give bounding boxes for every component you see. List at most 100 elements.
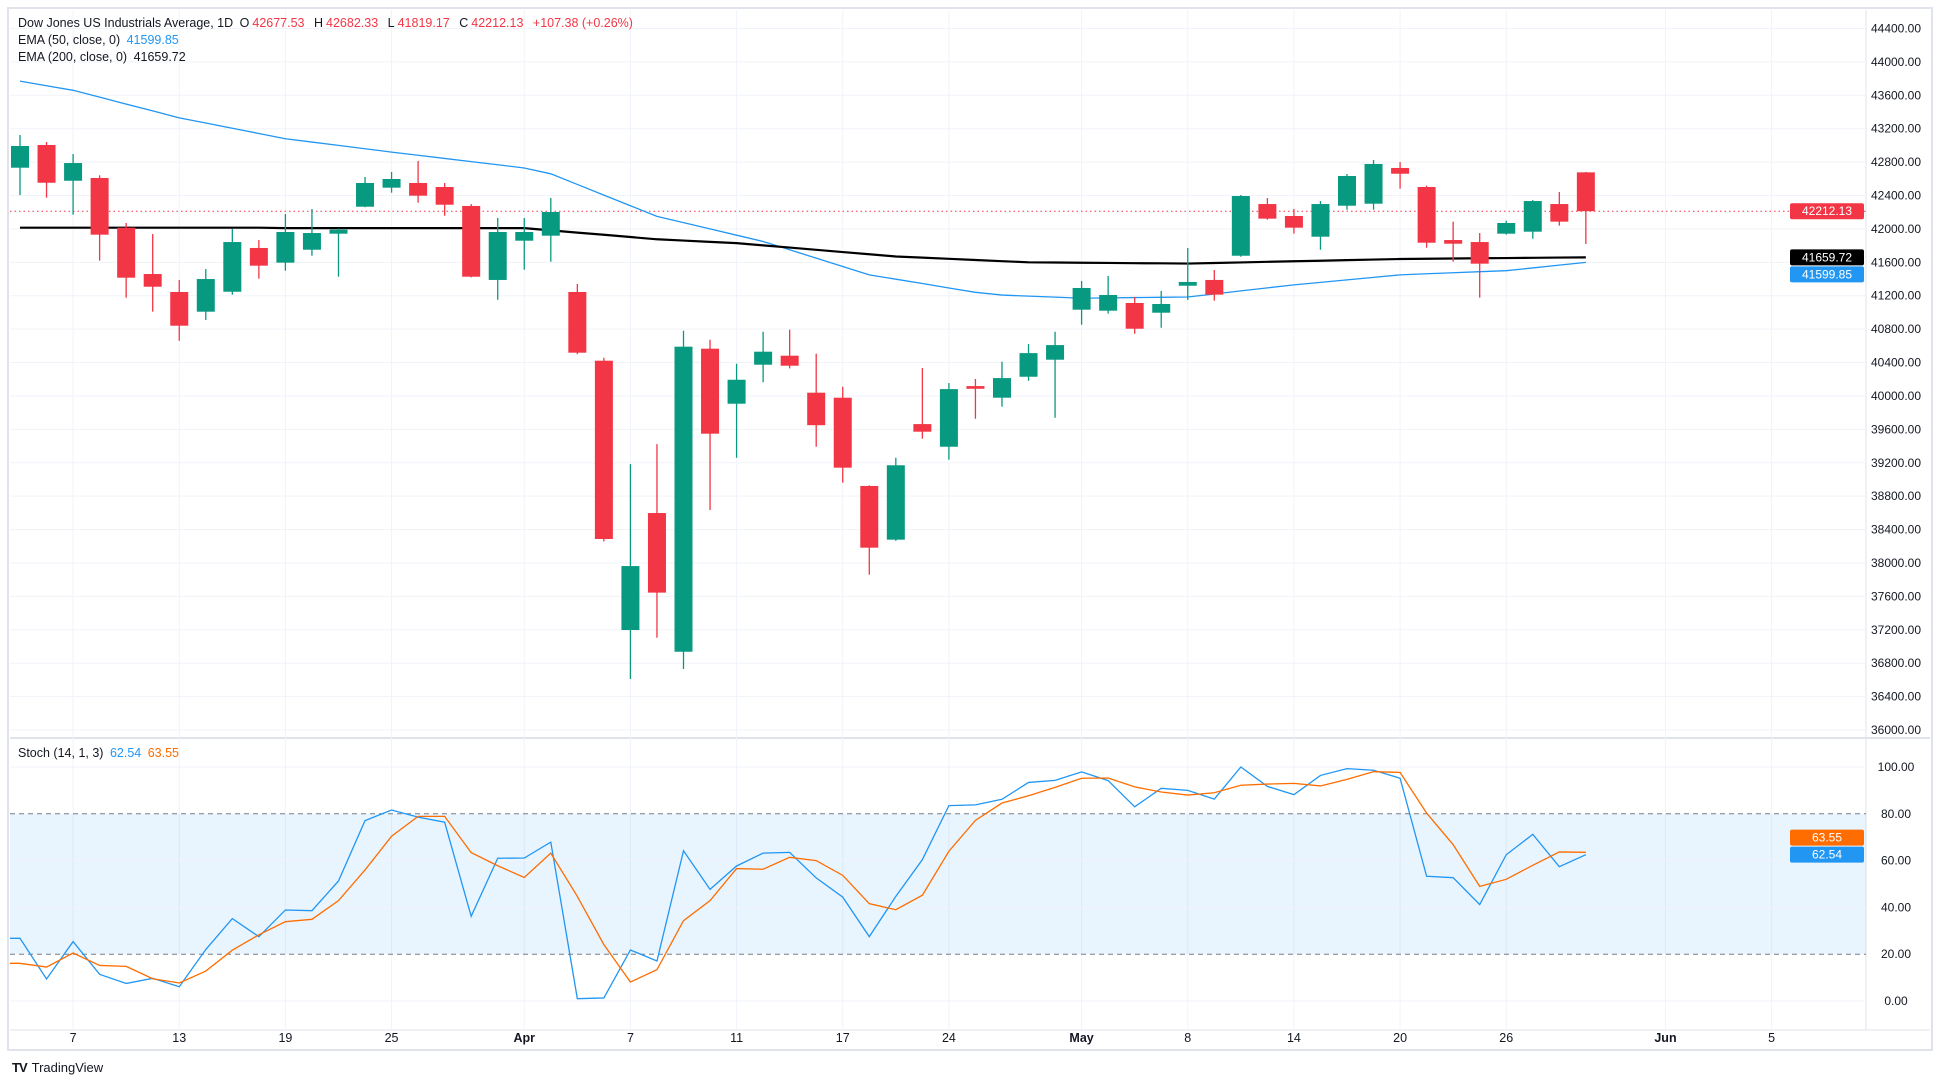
candle[interactable]	[1019, 344, 1038, 381]
candle[interactable]	[1444, 221, 1463, 262]
candle[interactable]	[223, 229, 242, 295]
candle[interactable]	[1152, 290, 1171, 328]
candle[interactable]	[1550, 192, 1569, 226]
candle[interactable]	[568, 283, 587, 355]
candle[interactable]	[170, 279, 189, 341]
candle[interactable]	[488, 217, 507, 300]
candle[interactable]	[143, 234, 162, 312]
candle[interactable]	[382, 171, 401, 193]
candle[interactable]	[356, 176, 375, 208]
candle[interactable]	[674, 330, 693, 670]
candle[interactable]	[1470, 233, 1489, 298]
candle-body	[647, 513, 666, 593]
candle[interactable]	[621, 464, 640, 680]
candle[interactable]	[1099, 275, 1118, 314]
price-tag	[1790, 249, 1864, 266]
candle[interactable]	[833, 386, 852, 483]
candle-body	[1523, 201, 1542, 232]
candle[interactable]	[966, 378, 985, 419]
candle-body	[939, 389, 958, 447]
candle[interactable]	[1391, 161, 1410, 189]
candle[interactable]	[1576, 171, 1595, 245]
time-axis-label: Apr	[513, 1031, 535, 1045]
candle[interactable]	[754, 331, 773, 383]
candle[interactable]	[594, 357, 613, 542]
candle[interactable]	[329, 228, 348, 277]
time-axis-label: 11	[730, 1031, 743, 1045]
candle[interactable]	[1523, 200, 1542, 239]
candle-body	[1284, 215, 1303, 228]
stoch-value-tag	[1790, 829, 1864, 846]
candle[interactable]	[1205, 270, 1224, 301]
candle-body	[966, 386, 985, 389]
candle-body	[807, 392, 826, 426]
candle[interactable]	[435, 182, 454, 216]
low-label: L	[387, 16, 395, 30]
candle[interactable]	[1311, 201, 1330, 250]
candle[interactable]	[1231, 195, 1250, 257]
chart-frame	[7, 7, 1933, 1051]
candle-body	[117, 227, 136, 278]
price-axis-label: 44400.00	[1871, 22, 1921, 36]
candle-body	[886, 465, 905, 540]
candle-body	[1470, 242, 1489, 264]
candle[interactable]	[515, 217, 534, 270]
candle[interactable]	[276, 213, 295, 271]
candle-body	[621, 566, 640, 631]
candle[interactable]	[780, 329, 799, 369]
candle[interactable]	[939, 383, 958, 460]
candle[interactable]	[992, 361, 1011, 407]
time-axis-label: 19	[278, 1031, 292, 1045]
candle[interactable]	[1072, 280, 1091, 325]
candle[interactable]	[1178, 247, 1197, 300]
candle-body	[1338, 175, 1356, 206]
candle[interactable]	[37, 141, 56, 198]
candle[interactable]	[701, 339, 720, 511]
candle[interactable]	[249, 240, 268, 279]
candle[interactable]	[541, 198, 560, 262]
candle[interactable]	[1046, 331, 1065, 418]
high-value: 42682.33	[326, 16, 379, 30]
candle-body	[329, 229, 348, 234]
price-axis-label: 36400.00	[1871, 690, 1921, 704]
stoch-k-line	[10, 766, 1587, 1000]
price-axis-label: 37600.00	[1871, 589, 1921, 603]
candle-body	[11, 146, 29, 168]
candle-body	[594, 360, 613, 540]
ema200-legend[interactable]: EMA (200, close, 0) 41659.72	[18, 50, 189, 64]
candle[interactable]	[1497, 220, 1516, 235]
candle[interactable]	[90, 175, 109, 261]
candle[interactable]	[1338, 173, 1356, 210]
candle[interactable]	[860, 485, 879, 575]
ema50-legend[interactable]: EMA (50, close, 0) 41599.85	[18, 33, 182, 47]
candle[interactable]	[913, 368, 932, 439]
candle[interactable]	[807, 353, 826, 447]
candle[interactable]	[1417, 185, 1436, 248]
candle[interactable]	[886, 457, 905, 541]
candle[interactable]	[1258, 198, 1277, 220]
time-axis-label: 8	[1184, 1031, 1191, 1045]
price-axis-label: 44000.00	[1871, 55, 1921, 69]
candle-body	[1550, 204, 1569, 222]
candle[interactable]	[117, 222, 136, 298]
stoch-axis-label: 20.00	[1881, 947, 1911, 961]
candle[interactable]	[196, 269, 215, 321]
candle-body	[1364, 163, 1383, 204]
candle[interactable]	[1125, 296, 1144, 334]
candle[interactable]	[64, 154, 83, 215]
candle[interactable]	[727, 363, 746, 458]
tradingview-logo[interactable]: TV TradingView	[12, 1060, 103, 1075]
candle[interactable]	[462, 204, 481, 278]
price-axis-label: 36000.00	[1871, 723, 1921, 737]
candle[interactable]	[11, 134, 29, 196]
candle[interactable]	[647, 444, 666, 638]
time-axis-label: Jun	[1654, 1031, 1676, 1045]
symbol-title: Dow Jones US Industrials Average, 1D	[18, 16, 234, 30]
candle[interactable]	[1364, 159, 1383, 210]
candle[interactable]	[409, 160, 428, 203]
stoch-legend[interactable]: Stoch (14, 1, 3) 62.54 63.55	[18, 746, 182, 760]
candle[interactable]	[302, 208, 321, 256]
candle[interactable]	[1284, 208, 1303, 234]
price-tag	[1790, 266, 1864, 283]
